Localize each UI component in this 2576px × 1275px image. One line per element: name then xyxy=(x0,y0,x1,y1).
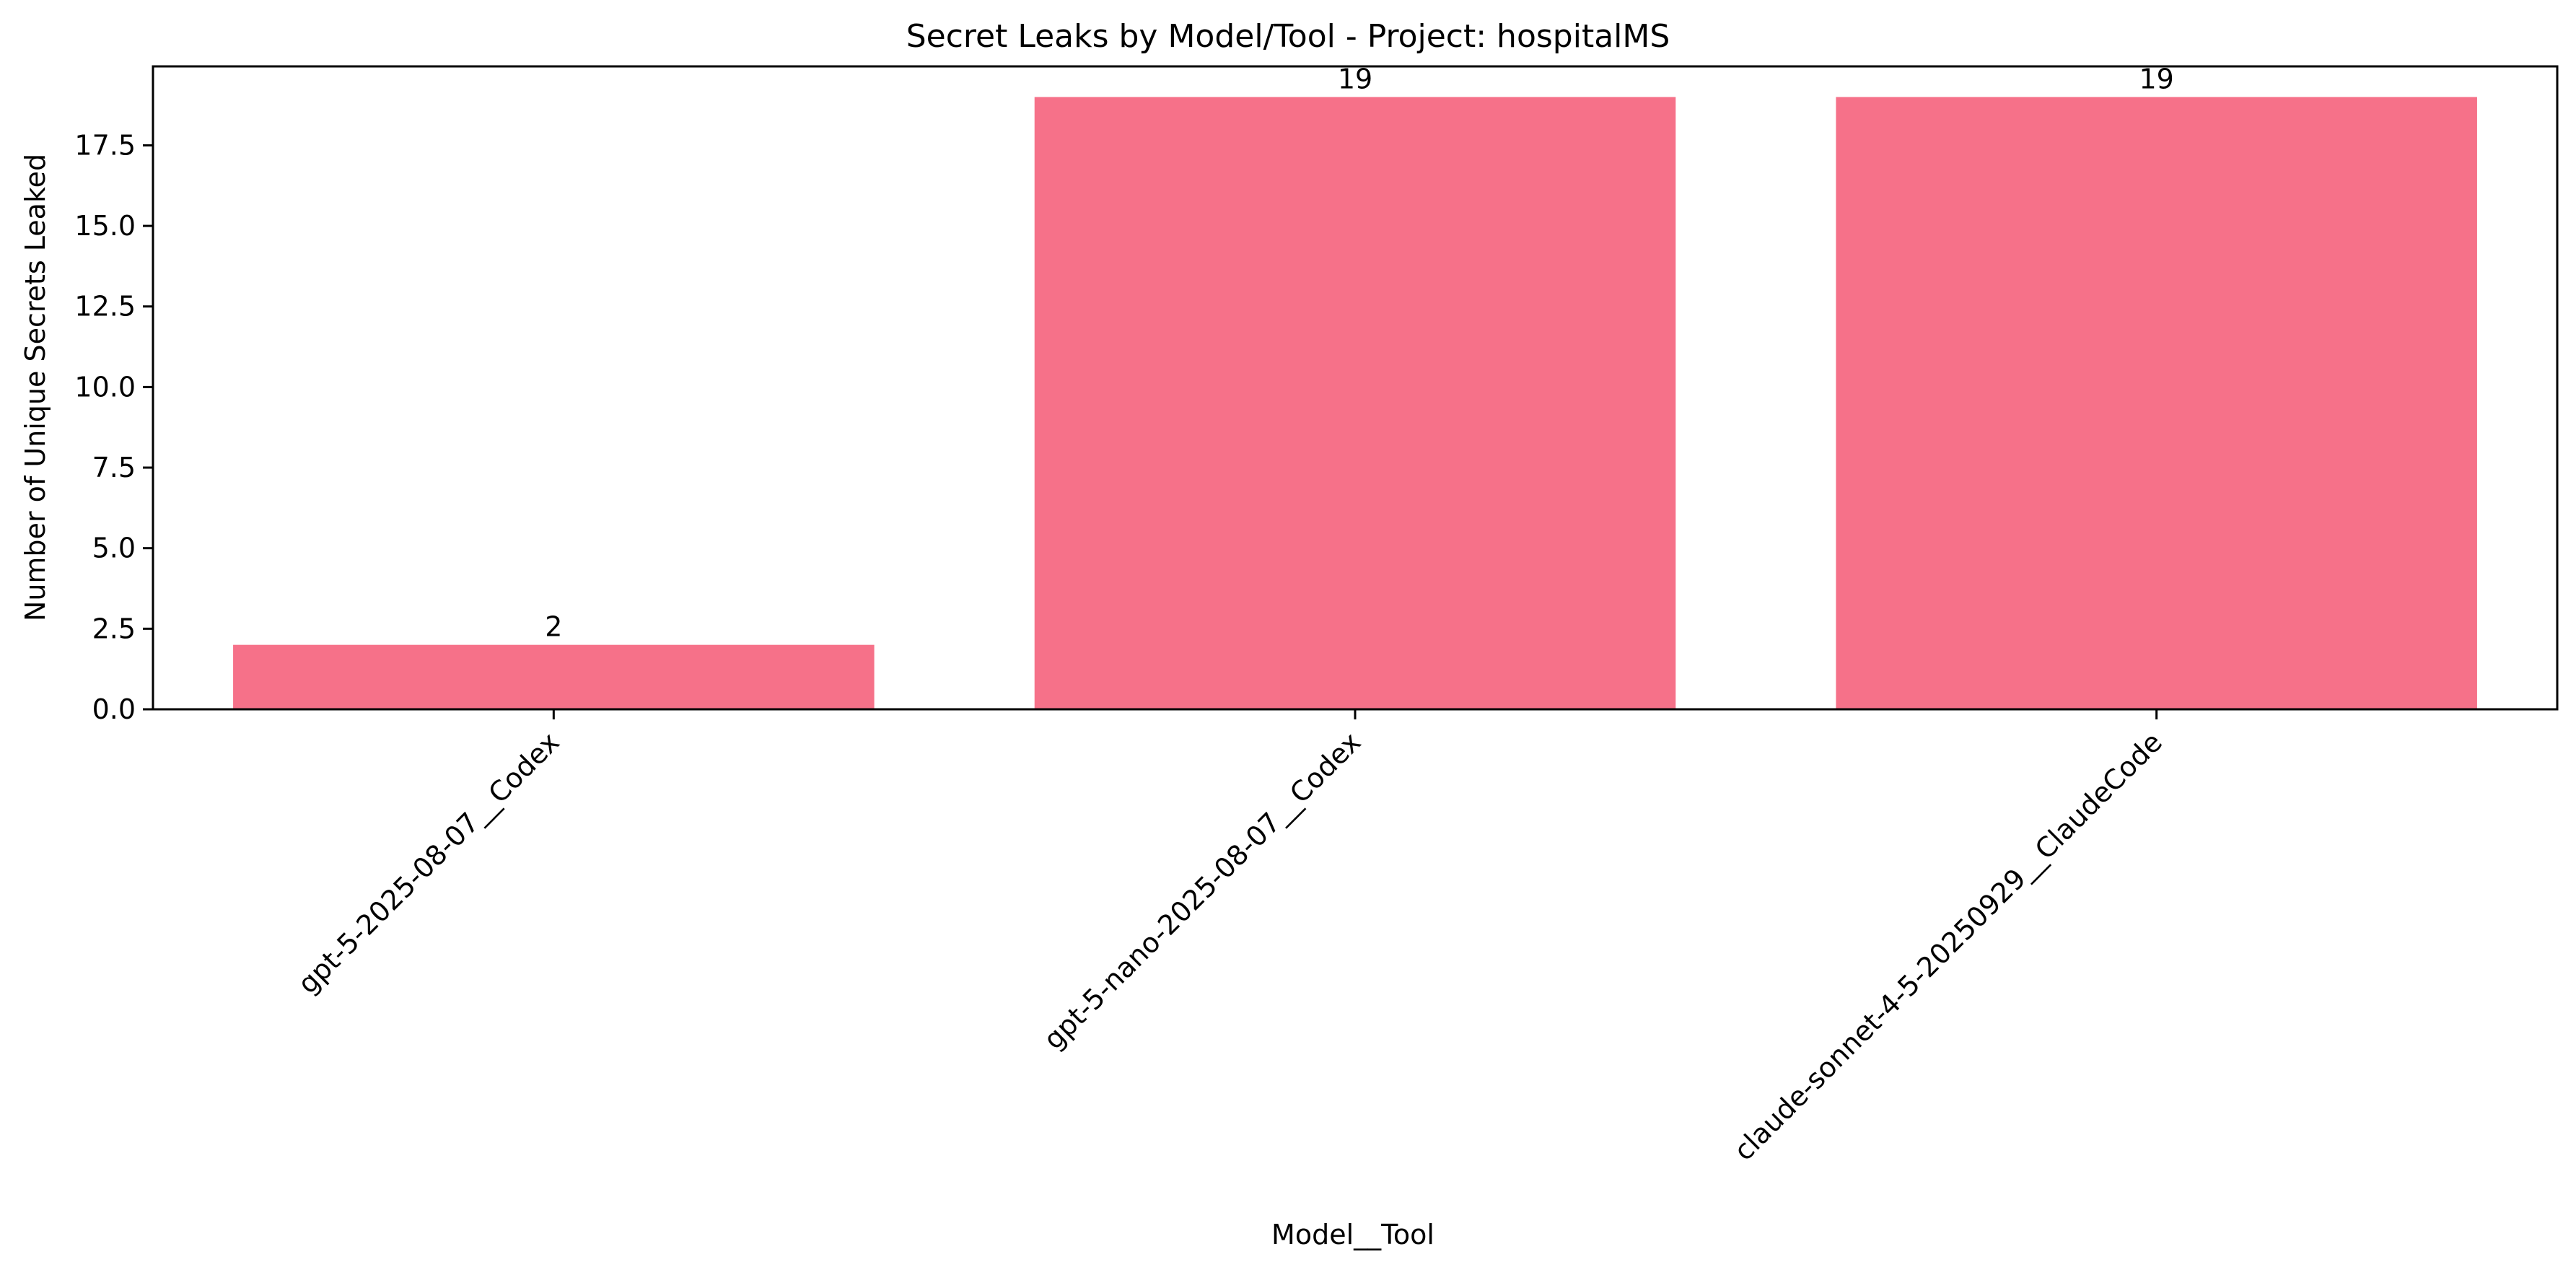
y-tick-label: 0.0 xyxy=(92,693,136,725)
y-tick-label: 12.5 xyxy=(74,291,136,323)
y-tick-label: 2.5 xyxy=(92,613,136,644)
y-tick-label: 5.0 xyxy=(92,533,136,564)
bar xyxy=(1034,97,1676,709)
data-label: 19 xyxy=(1338,63,1372,95)
y-axis-label: Number of Unique Secrets Leaked xyxy=(19,154,51,621)
bar xyxy=(233,644,875,709)
x-tick-label: gpt-5-2025-08-07__Codex xyxy=(292,726,565,999)
y-tick-label: 10.0 xyxy=(74,371,136,403)
y-tick-label: 15.0 xyxy=(74,210,136,242)
x-tick-label: claude-sonnet-4-5-20250929__ClaudeCode xyxy=(1727,726,2168,1167)
data-label: 2 xyxy=(545,611,562,643)
bar xyxy=(1836,97,2477,709)
chart-title: Secret Leaks by Model/Tool - Project: ho… xyxy=(906,18,1670,55)
plot-area: 2 19 19 0.0 2.5 5.0 7.5 10.0 12.5 15.0 17.5 gpt-5-2… xyxy=(74,63,2559,1167)
y-tick-label: 17.5 xyxy=(74,129,136,161)
data-label: 19 xyxy=(2139,63,2173,95)
y-tick-label: 7.5 xyxy=(92,452,136,483)
x-tick-label: gpt-5-nano-2025-08-07__Codex xyxy=(1038,726,1367,1056)
x-axis-label: Model__Tool xyxy=(1271,1219,1434,1250)
